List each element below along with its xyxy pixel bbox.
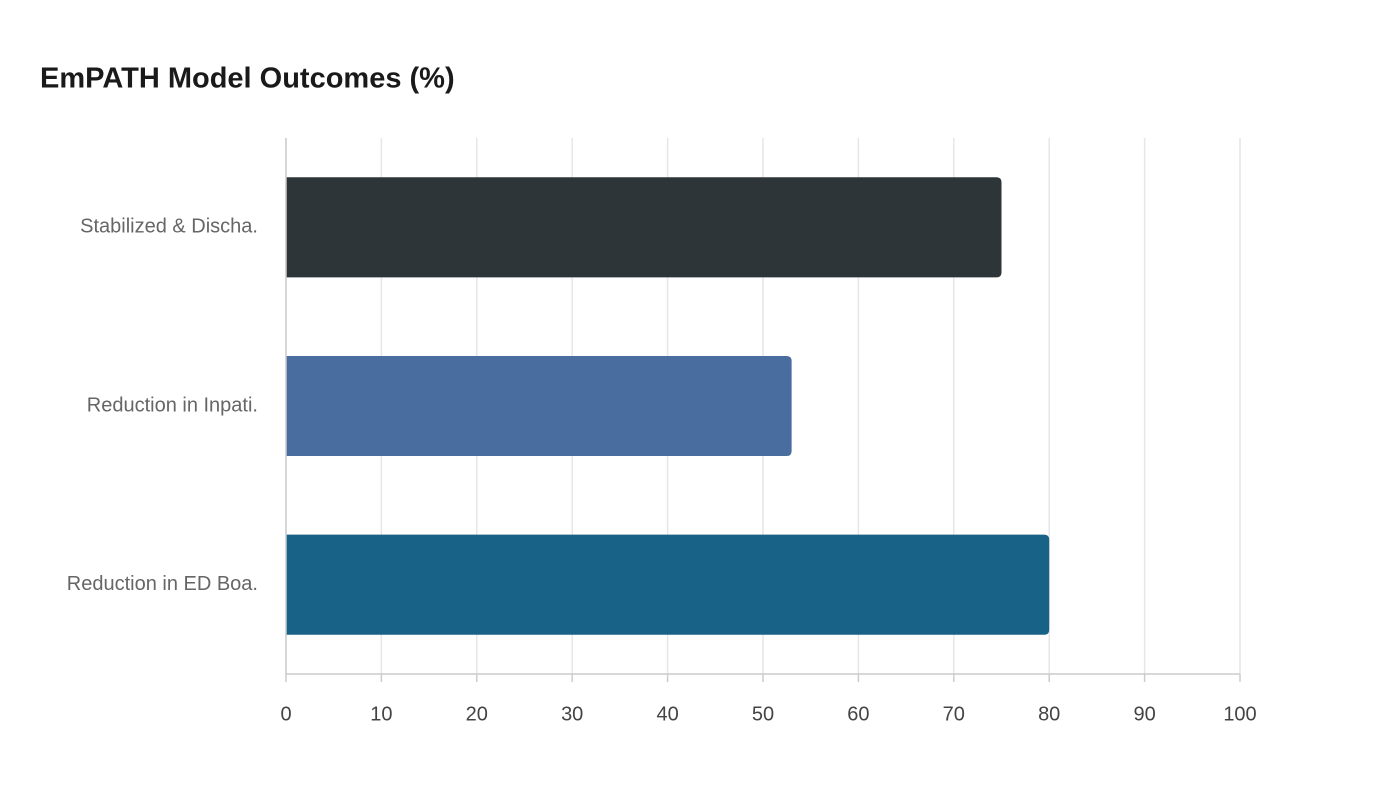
x-tick-label: 70 (943, 703, 965, 725)
bar (286, 177, 1002, 278)
x-tick-label: 40 (656, 703, 678, 725)
x-tick-label: 30 (561, 703, 583, 725)
x-tick-label: 80 (1038, 703, 1060, 725)
x-tick-label: 50 (752, 703, 774, 725)
y-tick-label: Stabilized & Discha. (80, 216, 258, 238)
x-tick-label: 100 (1223, 703, 1256, 725)
x-tick-label: 90 (1133, 703, 1155, 725)
bar (286, 355, 792, 457)
x-tick-label: 10 (370, 703, 392, 725)
x-tick-label: 0 (280, 703, 291, 725)
y-tick-label: Reduction in ED Boa. (67, 573, 258, 595)
x-tick-label: 60 (847, 703, 869, 725)
bar (286, 534, 1050, 635)
y-tick-label: Reduction in Inpati. (87, 394, 258, 416)
chart-title: EmPATH Model Outcomes (%) (40, 63, 455, 95)
x-tick-label: 20 (466, 703, 488, 725)
